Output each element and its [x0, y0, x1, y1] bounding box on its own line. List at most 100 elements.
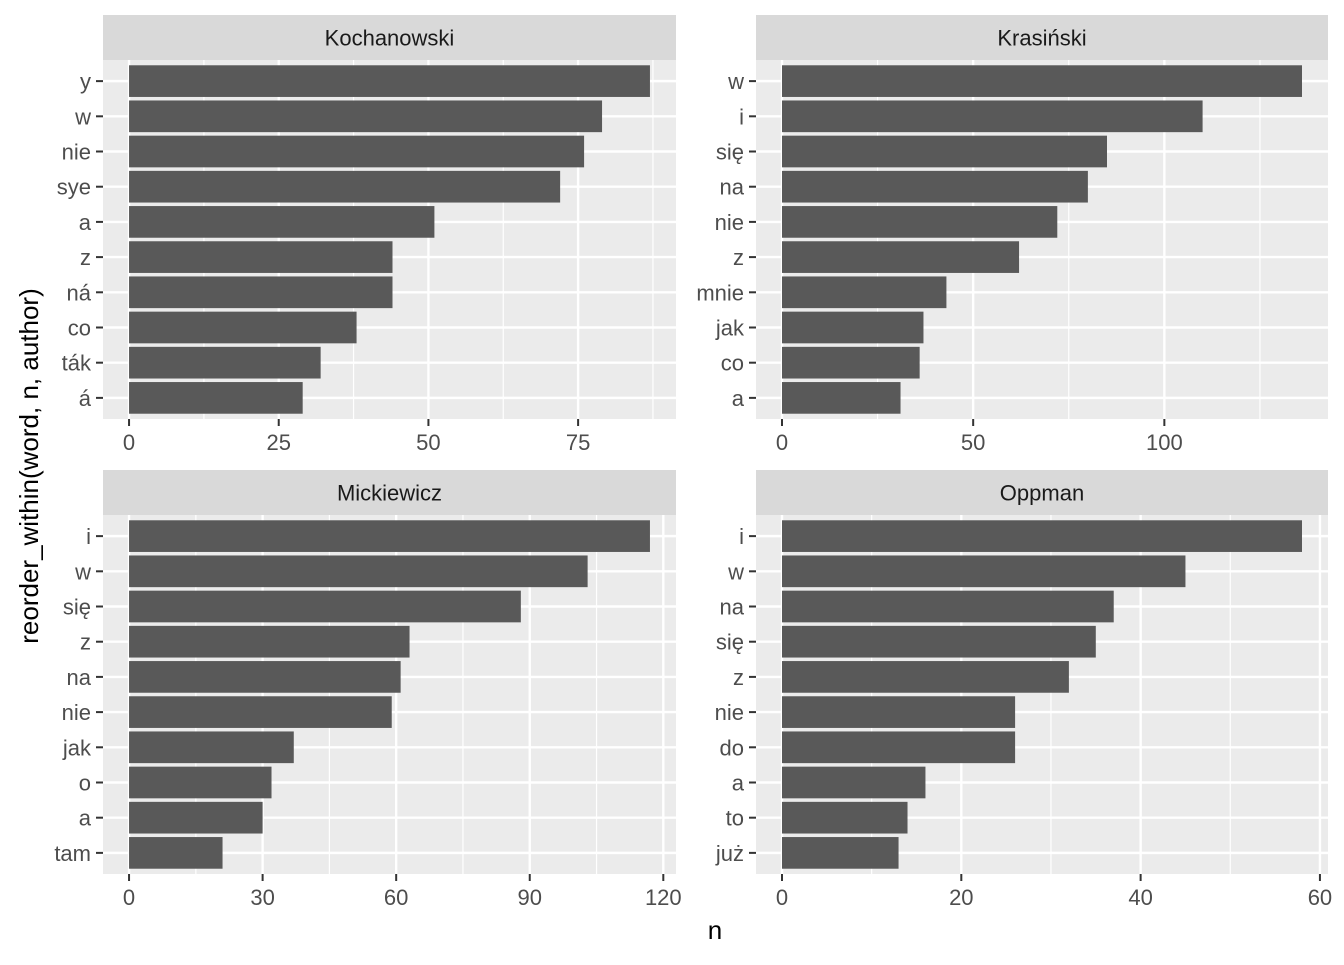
y-tick-label: i [739, 524, 744, 549]
y-tick-label: jak [62, 735, 92, 760]
y-tick-label: z [80, 630, 91, 655]
y-tick-label: z [80, 245, 91, 270]
facet-2: Mickiewicz iw się z na nie jak oa tam 0 30 60 90 120 [54, 470, 682, 910]
facet-strip [103, 15, 676, 60]
x-tick-label: 0 [776, 430, 788, 455]
y-tick-label: jak [715, 315, 745, 340]
facet-title: Mickiewicz [337, 481, 442, 506]
y-tick-label: i [86, 524, 91, 549]
bar [129, 135, 585, 168]
bar [129, 625, 410, 658]
y-tick-label: co [68, 315, 91, 340]
y-tick-label: ná [67, 280, 92, 305]
bar [782, 241, 1020, 273]
bar [782, 625, 1096, 658]
x-tick-label: 75 [566, 430, 590, 455]
bar [129, 520, 650, 552]
y-tick-label: tam [54, 841, 91, 866]
bar [782, 170, 1088, 203]
y-tick-label: na [720, 595, 745, 620]
bar [782, 206, 1058, 238]
bar [129, 555, 588, 588]
y-tick-label: do [720, 735, 744, 760]
y-tick-label: w [727, 69, 744, 94]
bar [782, 731, 1016, 764]
facet-title: Oppman [1000, 481, 1084, 506]
bar [782, 276, 947, 309]
x-tick-label: 40 [1128, 885, 1152, 910]
y-tick-label: co [721, 351, 744, 376]
y-tick-label: a [732, 386, 745, 411]
bar [129, 731, 294, 764]
y-tick-label: w [74, 559, 91, 584]
bar [782, 135, 1107, 168]
facet-title: Kochanowski [325, 26, 455, 51]
bar [129, 170, 561, 203]
y-axis-title: reorder_within(word, n, author) [14, 288, 44, 644]
bar [129, 696, 392, 728]
x-tick-label: 20 [949, 885, 973, 910]
bar [129, 382, 303, 414]
x-tick-label: 0 [776, 885, 788, 910]
y-tick-label: a [732, 770, 745, 795]
bar [782, 837, 899, 869]
y-tick-label: y [80, 69, 91, 94]
y-tick-label: w [727, 559, 744, 584]
bar [782, 766, 926, 799]
bar [782, 696, 1016, 728]
y-tick-label: á [79, 386, 92, 411]
bar [129, 100, 603, 133]
x-tick-label: 0 [123, 430, 135, 455]
y-tick-label: nie [715, 210, 744, 235]
y-tick-label: o [79, 770, 91, 795]
bar [129, 276, 393, 309]
y-tick-label: z [733, 245, 744, 270]
y-tick-label: się [63, 595, 91, 620]
y-tick-label: na [720, 175, 745, 200]
x-tick-label: 50 [416, 430, 440, 455]
bar [129, 241, 393, 273]
x-tick-label: 120 [645, 885, 682, 910]
y-tick-label: i [739, 104, 744, 129]
facet-strip [756, 470, 1328, 515]
bar [782, 346, 920, 379]
facet-0: Kochanowski yw nie sye az ná co ták á 0 25 50 75 [57, 15, 676, 455]
facet-strip [103, 470, 676, 515]
bar [129, 766, 272, 799]
x-axis-title: n [708, 915, 722, 945]
bar [129, 311, 357, 344]
x-tick-label: 30 [250, 885, 274, 910]
y-tick-label: nie [715, 700, 744, 725]
y-tick-label: już [715, 841, 744, 866]
bar [129, 801, 263, 834]
bar [782, 311, 924, 344]
facet-3: Oppman iw na się z nie do a to już 0 20 40 60 [715, 470, 1332, 910]
x-tick-label: 60 [384, 885, 408, 910]
bar [782, 382, 901, 414]
y-tick-label: ták [62, 351, 92, 376]
bar [129, 346, 321, 379]
y-tick-label: to [726, 806, 744, 831]
bar [129, 590, 521, 623]
y-tick-label: w [74, 104, 91, 129]
bar [782, 801, 908, 834]
x-tick-label: 90 [518, 885, 542, 910]
bar [129, 661, 401, 693]
x-tick-label: 50 [961, 430, 985, 455]
bar [782, 555, 1186, 588]
y-tick-label: się [716, 630, 744, 655]
facet-strip [756, 15, 1328, 60]
x-tick-label: 0 [123, 885, 135, 910]
y-tick-label: nie [62, 700, 91, 725]
bar [129, 837, 223, 869]
y-tick-label: a [79, 210, 92, 235]
y-tick-label: na [67, 665, 92, 690]
bar [129, 65, 650, 97]
y-tick-label: się [716, 140, 744, 165]
bar [782, 65, 1302, 97]
y-tick-label: mnie [696, 280, 744, 305]
bar [782, 590, 1114, 623]
x-tick-label: 60 [1308, 885, 1332, 910]
